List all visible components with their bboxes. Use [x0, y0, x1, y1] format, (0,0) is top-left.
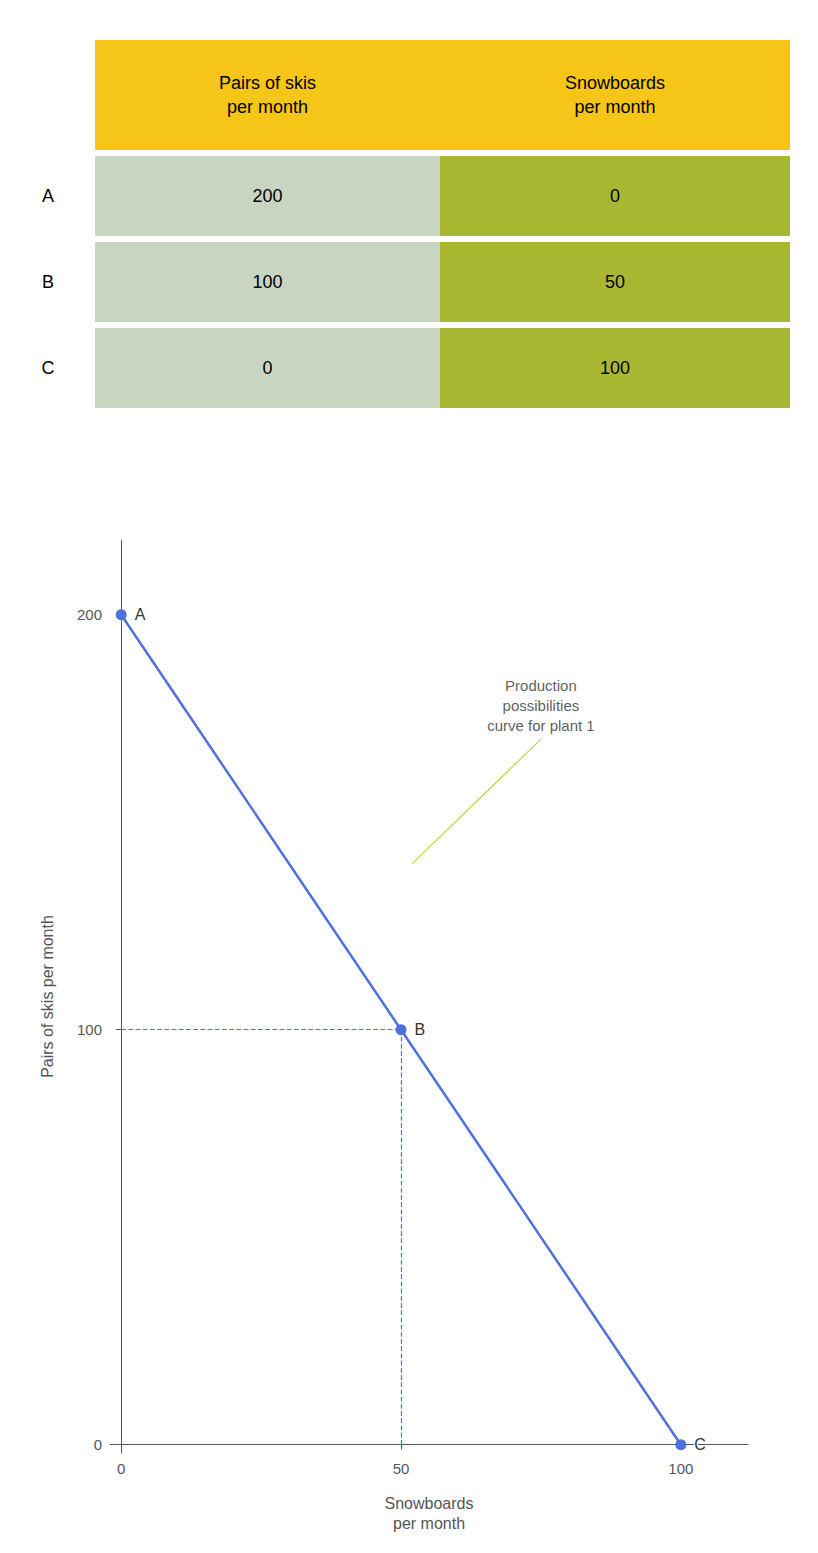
svg-text:Production: Production — [505, 677, 577, 694]
svg-text:C: C — [694, 1436, 706, 1453]
svg-text:0: 0 — [94, 1436, 102, 1453]
svg-text:100: 100 — [252, 272, 282, 292]
svg-text:per month: per month — [574, 97, 655, 117]
svg-text:B: B — [415, 1021, 426, 1038]
svg-text:200: 200 — [77, 606, 102, 623]
svg-text:50: 50 — [605, 272, 625, 292]
svg-text:curve for plant 1: curve for plant 1 — [487, 717, 595, 734]
svg-text:50: 50 — [393, 1460, 410, 1477]
svg-text:0: 0 — [117, 1460, 125, 1477]
svg-text:Snowboards: Snowboards — [565, 73, 665, 93]
svg-text:200: 200 — [252, 186, 282, 206]
svg-text:B: B — [42, 272, 54, 292]
svg-text:C: C — [42, 358, 55, 378]
svg-text:Pairs of skis per month: Pairs of skis per month — [39, 915, 56, 1078]
svg-text:100: 100 — [600, 358, 630, 378]
svg-text:Snowboards: Snowboards — [385, 1495, 474, 1512]
svg-text:A: A — [42, 186, 54, 206]
svg-text:0: 0 — [610, 186, 620, 206]
svg-text:100: 100 — [77, 1021, 102, 1038]
svg-text:per month: per month — [227, 97, 308, 117]
svg-text:100: 100 — [668, 1460, 693, 1477]
svg-text:Pairs of skis: Pairs of skis — [219, 73, 316, 93]
svg-text:possibilities: possibilities — [503, 697, 580, 714]
svg-text:0: 0 — [262, 358, 272, 378]
svg-text:A: A — [135, 606, 146, 623]
svg-text:per month: per month — [393, 1515, 465, 1532]
